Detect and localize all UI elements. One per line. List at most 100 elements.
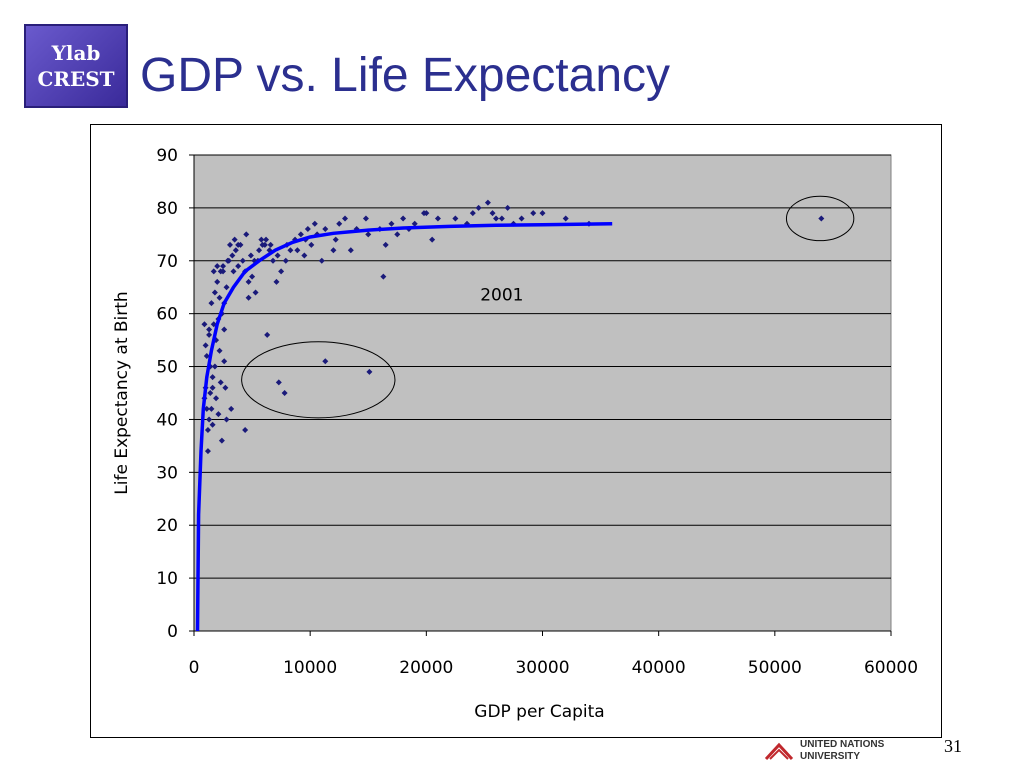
- footer-org-line-2: UNIVERSITY: [800, 751, 861, 762]
- data-point: [208, 300, 215, 307]
- data-point: [256, 247, 263, 254]
- data-point: [273, 278, 280, 285]
- data-point: [201, 321, 208, 328]
- x-tick-label: 10000: [283, 658, 337, 678]
- data-point: [206, 416, 213, 423]
- data-point: [336, 220, 343, 227]
- data-point: [221, 326, 228, 333]
- data-point: [322, 358, 329, 365]
- data-point: [209, 421, 216, 428]
- data-point: [297, 231, 304, 238]
- data-point: [382, 241, 389, 248]
- data-point: [400, 215, 407, 222]
- data-point: [249, 273, 256, 280]
- data-point: [247, 252, 254, 259]
- data-point: [388, 220, 395, 227]
- data-point: [213, 337, 220, 344]
- data-point: [493, 215, 500, 222]
- y-tick-label: 40: [156, 410, 178, 430]
- data-point: [498, 215, 505, 222]
- data-point: [347, 247, 354, 254]
- data-point: [308, 241, 315, 248]
- data-point: [216, 347, 223, 354]
- data-point: [518, 215, 525, 222]
- y-tick-label: 70: [156, 252, 178, 272]
- y-tick-label: 20: [156, 516, 178, 536]
- data-point: [204, 427, 211, 434]
- scatter-chart: 0 10 20 30 40 50 60 70 80 90 0 10000 20000 30000 40000…: [112, 146, 918, 722]
- data-point: [243, 231, 250, 238]
- data-point: [311, 220, 318, 227]
- data-point: [245, 278, 252, 285]
- y-tick-label: 0: [167, 622, 178, 642]
- data-point: [229, 252, 236, 259]
- data-point: [245, 294, 252, 301]
- data-point: [211, 363, 218, 370]
- data-point: [452, 215, 459, 222]
- data-point: [267, 241, 274, 248]
- data-point: [209, 384, 216, 391]
- data-point: [394, 231, 401, 238]
- data-point: [429, 236, 436, 243]
- data-point: [264, 331, 271, 338]
- x-axis-label: GDP per Capita: [474, 702, 604, 722]
- data-point: [282, 257, 289, 264]
- data-point: [220, 263, 227, 270]
- trend-curve: [195, 222, 613, 632]
- year-annotation: 2001: [480, 285, 523, 305]
- x-tick-label: 40000: [632, 658, 686, 678]
- data-point: [304, 226, 311, 233]
- data-point: [221, 358, 228, 365]
- data-point: [239, 257, 246, 264]
- data-point: [330, 247, 337, 254]
- data-point: [281, 390, 288, 396]
- data-point: [530, 210, 537, 217]
- data-point: [301, 252, 308, 259]
- data-point: [207, 390, 214, 396]
- data-point: [227, 241, 234, 248]
- data-point: [231, 236, 238, 243]
- slide-title: GDP vs. Life Expectancy: [140, 49, 671, 102]
- data-point: [232, 247, 239, 254]
- data-point: [342, 215, 349, 222]
- data-point: [380, 273, 387, 280]
- footer-org-line-1: UNITED NATIONS: [800, 739, 885, 750]
- data-point: [211, 289, 218, 296]
- highlight-ellipse: [241, 341, 396, 419]
- data-point: [365, 231, 372, 238]
- data-point: [203, 405, 210, 412]
- y-axis-label: Life Expectancy at Birth: [112, 291, 132, 494]
- data-point: [230, 268, 237, 275]
- data-point: [562, 215, 569, 222]
- data-point: [362, 215, 369, 222]
- data-point: [223, 284, 230, 291]
- data-point: [251, 257, 258, 264]
- data-point: [209, 374, 216, 381]
- logo-line-2: CREST: [37, 67, 115, 91]
- data-point: [421, 210, 428, 217]
- data-point: [818, 215, 825, 222]
- data-point: [218, 437, 225, 444]
- data-point: [269, 257, 276, 264]
- data-point: [204, 448, 211, 455]
- data-point: [235, 241, 242, 248]
- data-point: [332, 236, 339, 243]
- y-tick-label: 10: [156, 569, 178, 589]
- footer-logo: UNITED NATIONS UNIVERSITY: [764, 736, 914, 766]
- chart-frame: 0 10 20 30 40 50 60 70 80 90 0 10000 20000 30000 40000…: [90, 124, 942, 738]
- data-point: [275, 379, 282, 386]
- data-point: [322, 226, 329, 233]
- x-tick-label: 50000: [748, 658, 802, 678]
- data-point: [469, 210, 476, 217]
- data-point: [263, 236, 270, 243]
- un-university-emblem-icon: [764, 742, 794, 761]
- data-point: [224, 257, 231, 264]
- x-tick-label: 20000: [399, 658, 453, 678]
- data-point: [216, 294, 223, 301]
- data-point: [206, 331, 213, 338]
- y-tick-label: 50: [156, 358, 178, 378]
- data-point: [214, 263, 221, 270]
- data-point: [504, 204, 511, 211]
- data-point: [203, 352, 210, 359]
- x-tick-label: 0: [189, 658, 200, 678]
